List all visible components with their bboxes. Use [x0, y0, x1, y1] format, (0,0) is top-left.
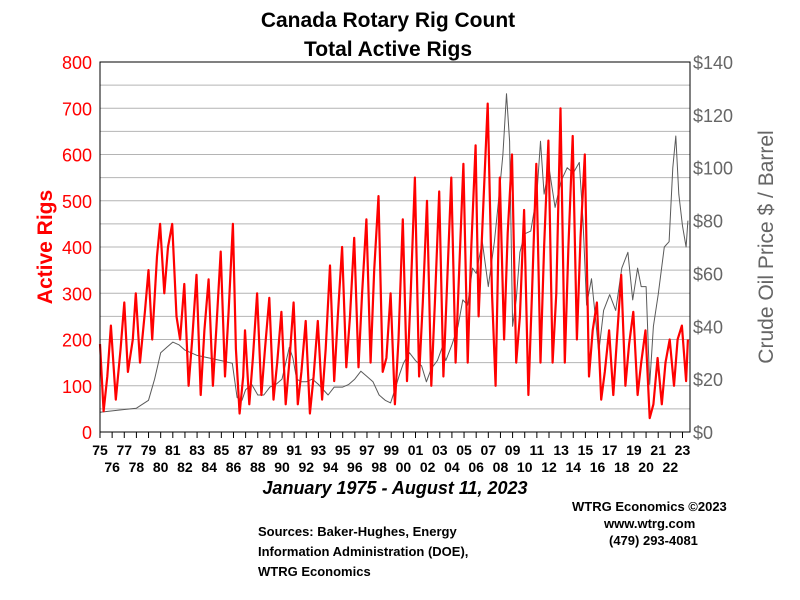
date-range-label: January 1975 - August 11, 2023 [262, 478, 528, 498]
x-tick-label: 16 [590, 459, 606, 475]
x-tick-label: 91 [286, 442, 302, 458]
y-tick-label-right: $60 [693, 264, 723, 284]
chart-subtitle: Total Active Rigs [303, 38, 473, 61]
y-tick-label-left: 600 [62, 146, 92, 166]
x-tick-label: 11 [529, 442, 544, 458]
x-tick-label: 10 [517, 459, 533, 475]
x-tick-label: 89 [262, 442, 278, 458]
x-tick-label: 82 [177, 459, 193, 475]
y-axis-label-right: Crude Oil Price $ / Barrel [755, 130, 778, 363]
rig-count-line [98, 102, 689, 420]
y-tick-label-right: $40 [693, 317, 723, 337]
x-tick-label: 21 [650, 442, 666, 458]
x-tick-label: 22 [663, 459, 679, 475]
x-tick-label: 94 [323, 459, 339, 475]
x-tick-label: 06 [468, 459, 484, 475]
x-tick-label: 01 [408, 442, 424, 458]
x-tick-label: 12 [541, 459, 557, 475]
x-tick-label: 20 [638, 459, 654, 475]
credit-phone: (479) 293-4081 [609, 533, 698, 548]
x-tick-label: 93 [311, 442, 327, 458]
x-tick-label: 90 [274, 459, 290, 475]
x-tick-label: 15 [578, 442, 594, 458]
x-tick-label: 05 [456, 442, 472, 458]
x-tick-label: 99 [383, 442, 399, 458]
source-line-3: WTRG Economics [258, 564, 371, 579]
y-tick-label-right: $120 [693, 106, 733, 126]
credit-website: www.wtrg.com [604, 516, 696, 531]
x-tick-label: 07 [481, 442, 497, 458]
y-tick-label-left: 200 [62, 331, 92, 351]
plot-frame [99, 61, 691, 433]
x-tick-label: 14 [565, 459, 581, 475]
x-tick-label: 76 [104, 459, 120, 475]
y-tick-label-right: $80 [693, 212, 723, 232]
y-tick-label-left: 800 [62, 53, 92, 73]
source-line-1: Sources: Baker-Hughes, Energy [258, 524, 457, 539]
x-tick-label: 00 [396, 459, 412, 475]
y-tick-label-right: $0 [693, 423, 713, 443]
x-tick-label: 19 [626, 442, 642, 458]
x-tick-label: 18 [614, 459, 630, 475]
x-tick-label: 23 [675, 442, 691, 458]
x-tick-label: 87 [238, 442, 254, 458]
x-tick-label: 86 [226, 459, 242, 475]
x-tick-label: 92 [299, 459, 315, 475]
y-tick-label-left: 300 [62, 284, 92, 304]
chart-title: Canada Rotary Rig Count [260, 9, 516, 32]
x-tick-label: 13 [553, 442, 569, 458]
x-tick-label: 75 [92, 442, 108, 458]
x-tick-label: 04 [444, 459, 460, 475]
x-tick-label: 08 [493, 459, 509, 475]
x-tick-label: 03 [432, 442, 448, 458]
x-tick-label: 88 [250, 459, 266, 475]
y-axis-label-left: Active Rigs [34, 190, 57, 304]
source-line-2: Information Administration (DOE), [258, 544, 469, 559]
y-tick-label-left: 400 [62, 238, 92, 258]
x-tick-label: 17 [602, 442, 618, 458]
y-tick-label-left: 0 [82, 423, 92, 443]
x-tick-label: 96 [347, 459, 363, 475]
x-tick-label: 79 [141, 442, 157, 458]
credit-company: WTRG Economics ©2023 [572, 499, 727, 514]
x-tick-label: 85 [214, 442, 230, 458]
x-tick-label: 78 [129, 459, 145, 475]
y-tick-label-left: 500 [62, 192, 92, 212]
x-tick-label: 77 [116, 442, 132, 458]
x-tick-label: 02 [420, 459, 436, 475]
y-tick-label-right: $100 [693, 159, 733, 179]
y-tick-label-left: 100 [62, 377, 92, 397]
y-tick-label-left: 700 [62, 99, 92, 119]
y-tick-label-right: $140 [693, 53, 733, 73]
x-tick-label: 97 [359, 442, 375, 458]
y-tick-label-right: $20 [693, 370, 723, 390]
x-tick-label: 09 [505, 442, 521, 458]
x-tick-label: 81 [165, 442, 181, 458]
x-tick-label: 83 [189, 442, 205, 458]
x-tick-label: 80 [153, 459, 169, 475]
x-tick-label: 98 [371, 459, 387, 475]
x-tick-label: 84 [201, 459, 217, 475]
x-tick-label: 95 [335, 442, 351, 458]
